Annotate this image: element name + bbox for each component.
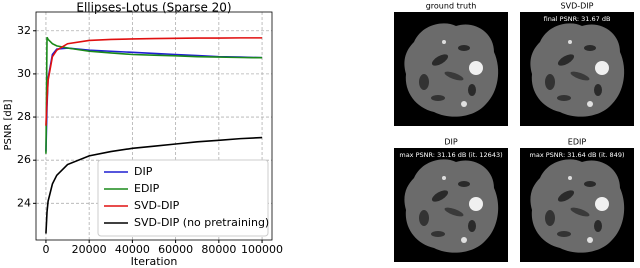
x-tick-label: 80000: [201, 243, 236, 256]
panel-title: ground truth: [426, 2, 477, 11]
y-tick-label: 28: [17, 110, 31, 123]
x-tick-label: 20000: [72, 243, 107, 256]
series-line: [45, 37, 263, 126]
series-line: [45, 47, 263, 152]
legend-label: DIP: [134, 165, 153, 178]
plot-frame: [35, 11, 273, 241]
image: [520, 148, 634, 262]
y-axis-label: PSNR [dB]: [3, 99, 14, 150]
series-line: [45, 36, 263, 154]
panel-annotation: max PSNR: 31.16 dB (it. 12643): [399, 151, 502, 159]
legend-box: [97, 159, 269, 237]
series-line: [45, 136, 263, 234]
y-tick-label: 26: [17, 153, 31, 166]
image: [394, 148, 508, 262]
panel-title: DIP: [444, 138, 458, 147]
x-axis-label: Iteration: [131, 255, 178, 268]
y-tick-label: 24: [17, 196, 31, 209]
panel-title: SVD-DIP: [561, 2, 594, 11]
x-tick-label: 40000: [115, 243, 150, 256]
x-tick-label: 100000: [241, 243, 283, 256]
chart-title: Ellipses-Lotus (Sparse 20): [76, 1, 231, 15]
x-tick-label: 0: [42, 243, 49, 256]
panel-annotation: max PSNR: 31.64 dB (it. 849): [530, 151, 625, 159]
legend-label: EDIP: [134, 182, 160, 195]
legend-label: SVD-DIP: [134, 199, 180, 212]
image: [520, 12, 634, 126]
y-tick-label: 32: [17, 24, 31, 37]
panel-title: EDIP: [568, 138, 587, 147]
y-tick-label: 30: [17, 67, 31, 80]
legend-label: SVD-DIP (no pretraining): [134, 216, 269, 229]
x-tick-label: 60000: [158, 243, 193, 256]
image: [394, 12, 508, 126]
panel-annotation: final PSNR: 31.67 dB: [544, 15, 611, 23]
